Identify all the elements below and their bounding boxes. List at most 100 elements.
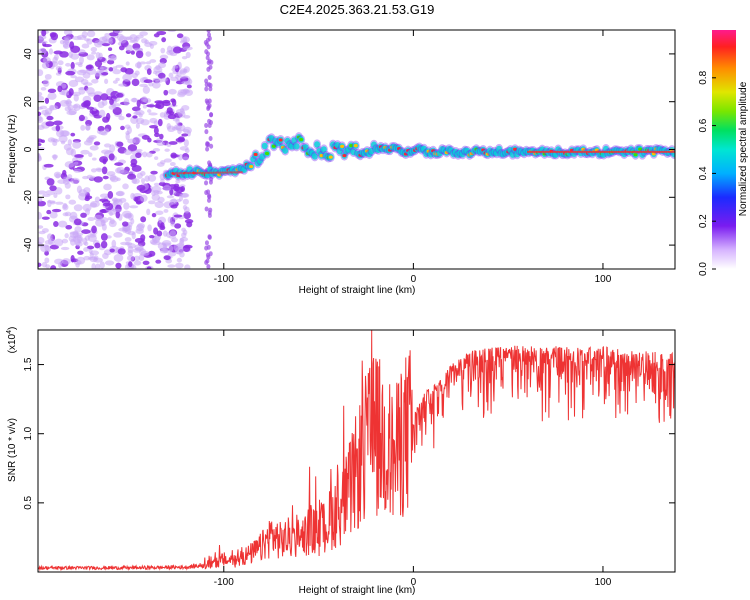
- spectrogram-noise-blob: [91, 51, 97, 55]
- spectrogram-noise-blob: [209, 176, 214, 182]
- x-tick-label: -100: [214, 274, 234, 285]
- spectrogram-noise-blob: [162, 101, 171, 107]
- spectrogram-noise-blob: [166, 107, 173, 114]
- spectrogram-noise-blob: [49, 105, 59, 111]
- spectrogram-noise-blob: [73, 218, 82, 226]
- spectrogram-noise-blob: [87, 216, 95, 221]
- snr-panel: -100 0 100 0.5 1.0 1.5 Height of straight lin…: [6, 327, 676, 596]
- spectrogram-marks: [38, 30, 675, 269]
- spectrogram-noise-blob: [147, 250, 156, 257]
- spectrogram-signal: [250, 156, 257, 163]
- spectrogram-noise-blob: [55, 201, 64, 205]
- snr-series-line: [38, 330, 675, 572]
- spectrogram-noise-blob: [173, 185, 181, 192]
- spectrogram-signal-peak: [319, 153, 324, 158]
- spectrogram-noise-blob: [62, 202, 68, 210]
- spectrogram-noise-blob: [130, 158, 138, 166]
- spectrogram-noise-blob: [136, 172, 143, 179]
- spectrogram-noise-blob: [65, 225, 73, 230]
- spectrogram-noise-blob: [99, 156, 109, 163]
- spectrogram-signal: [600, 151, 607, 158]
- spectrogram-noise-blob: [160, 247, 166, 252]
- spectrogram-noise-blob: [134, 62, 142, 69]
- colorbar-gradient: [712, 30, 736, 269]
- spectrogram-noise-blob: [133, 47, 144, 51]
- spectrogram-noise-blob: [146, 151, 153, 158]
- spectrogram-noise-blob: [125, 44, 133, 52]
- spectrogram-noise-blob: [204, 86, 209, 92]
- spectrogram-noise-blob: [38, 190, 47, 195]
- spectrogram-noise-blob: [59, 130, 69, 137]
- spectrogram-noise-blob: [40, 86, 47, 91]
- spectrogram-noise-blob: [125, 113, 132, 118]
- spectrogram-noise-blob: [170, 221, 176, 227]
- spectrogram-noise-blob: [204, 240, 209, 246]
- spectrogram-noise-blob: [38, 236, 45, 244]
- spectrogram-noise-blob: [167, 252, 177, 257]
- spectrogram-noise-blob: [115, 77, 120, 82]
- spectrogram-noise-blob: [116, 141, 124, 147]
- spectrogram-noise-blob: [105, 37, 113, 42]
- spectrogram-noise-blob: [204, 129, 209, 135]
- spectrogram-signal: [420, 145, 427, 152]
- spectrogram-noise-blob: [169, 230, 177, 237]
- spectrogram-noise-blob: [204, 206, 209, 212]
- spectrogram-noise-blob: [138, 254, 145, 262]
- spectrogram-noise-blob: [176, 257, 182, 263]
- spectrogram-noise-blob: [204, 49, 209, 55]
- spectrogram-noise-blob: [185, 51, 191, 59]
- spectrogram-noise-blob: [86, 174, 93, 180]
- spectrogram-noise-blob: [149, 125, 159, 129]
- y-tick-label: 20: [23, 96, 34, 108]
- spectrogram-noise-blob: [140, 119, 150, 126]
- spectrogram-noise-blob: [113, 232, 123, 238]
- spectrogram-signal: [289, 143, 296, 150]
- spectrogram-noise-blob: [49, 211, 58, 219]
- spectrogram-noise-blob: [208, 120, 213, 126]
- spectrogram-noise-blob: [71, 91, 81, 97]
- spectrogram-noise-blob: [208, 251, 213, 257]
- spectrogram-noise-blob: [85, 87, 95, 95]
- spectrogram-noise-blob: [154, 132, 160, 138]
- spectrogram-noise-blob: [155, 79, 163, 83]
- spectrogram-noise-blob: [154, 100, 164, 104]
- spectrogram-noise-blob: [109, 144, 116, 153]
- spectrogram-noise-blob: [107, 55, 117, 62]
- spectrogram-noise-blob: [38, 153, 41, 162]
- spectrogram-noise-blob: [126, 126, 132, 135]
- colorbar-tick-label: 0.0: [698, 262, 709, 276]
- spectrogram-noise-blob: [131, 72, 138, 79]
- spectrogram-noise-blob: [105, 112, 111, 121]
- spectrogram-signal-peak: [638, 147, 643, 151]
- spectrogram-noise-blob: [103, 143, 112, 148]
- spectrogram-noise-blob: [74, 226, 82, 233]
- spectrogram-noise-blob: [58, 134, 68, 143]
- spectrogram-noise-blob: [69, 41, 75, 50]
- spectrogram-noise-blob: [148, 235, 155, 239]
- spectrogram-noise-blob: [112, 66, 118, 70]
- y-tick-label: 0: [23, 146, 34, 152]
- spectrogram-signal-peak: [581, 147, 586, 151]
- spectrogram-noise-blob: [157, 72, 166, 79]
- spectrogram-noise-blob: [53, 120, 63, 126]
- spectrogram-noise-blob: [42, 79, 50, 87]
- spectrogram-noise-blob: [38, 142, 42, 147]
- spectrogram-noise-blob: [109, 98, 114, 106]
- spectrogram-noise-blob: [140, 194, 148, 202]
- spectrogram-noise-blob: [102, 202, 110, 207]
- spectrogram-noise-blob: [65, 194, 71, 200]
- spectrogram-noise-blob: [98, 130, 107, 136]
- spectrogram-noise-blob: [118, 45, 125, 51]
- spectrogram-noise-blob: [46, 115, 54, 121]
- spectrogram-noise-blob: [138, 113, 143, 118]
- spectrogram-noise-blob: [204, 180, 209, 186]
- spectrogram-noise-blob: [206, 106, 211, 112]
- spectrogram-noise-blob: [155, 210, 164, 216]
- spectrogram-noise-blob: [50, 265, 57, 269]
- spectrogram-noise-blob: [72, 104, 79, 109]
- spectrogram-noise-blob: [63, 143, 72, 151]
- spectrogram-noise-blob: [147, 224, 152, 232]
- spectrogram-noise-blob: [175, 179, 181, 184]
- x-tick-label: 0: [411, 274, 417, 285]
- spectrogram-noise-blob: [89, 145, 99, 151]
